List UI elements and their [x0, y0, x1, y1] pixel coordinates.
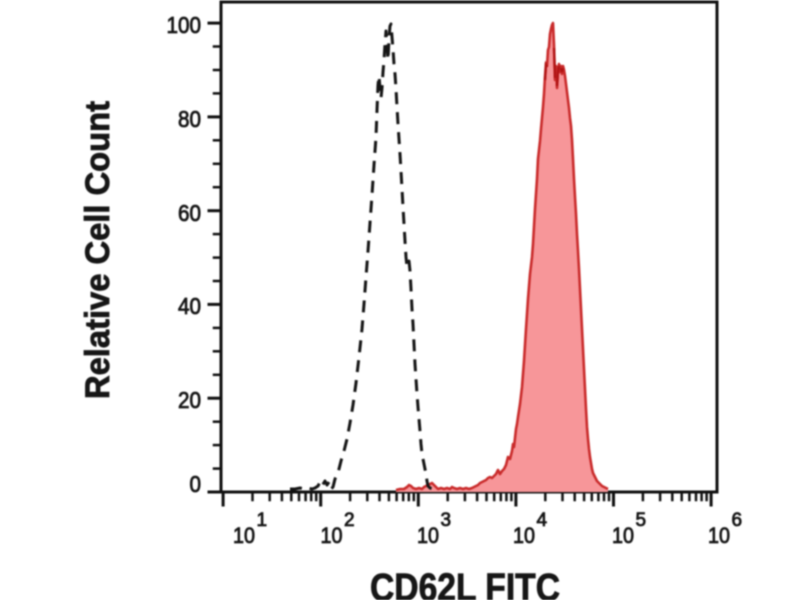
svg-text:2: 2 [344, 510, 355, 531]
svg-text:5: 5 [636, 510, 647, 531]
svg-text:10: 10 [513, 523, 535, 548]
svg-text:3: 3 [441, 510, 452, 531]
svg-text:80: 80 [178, 106, 201, 132]
svg-text:60: 60 [178, 200, 201, 226]
svg-text:10: 10 [233, 523, 255, 548]
svg-text:1: 1 [257, 510, 268, 531]
svg-text:40: 40 [178, 293, 201, 319]
svg-text:10: 10 [708, 523, 730, 548]
svg-text:0: 0 [190, 471, 202, 497]
svg-text:6: 6 [732, 510, 743, 531]
svg-text:Relative Cell Count: Relative Cell Count [79, 101, 117, 399]
svg-text:10: 10 [417, 523, 439, 548]
svg-text:100: 100 [167, 12, 202, 38]
svg-text:10: 10 [612, 523, 634, 548]
svg-text:CD62L FITC: CD62L FITC [370, 567, 560, 600]
svg-text:10: 10 [321, 523, 343, 548]
svg-text:20: 20 [178, 387, 201, 413]
svg-text:4: 4 [537, 510, 548, 531]
